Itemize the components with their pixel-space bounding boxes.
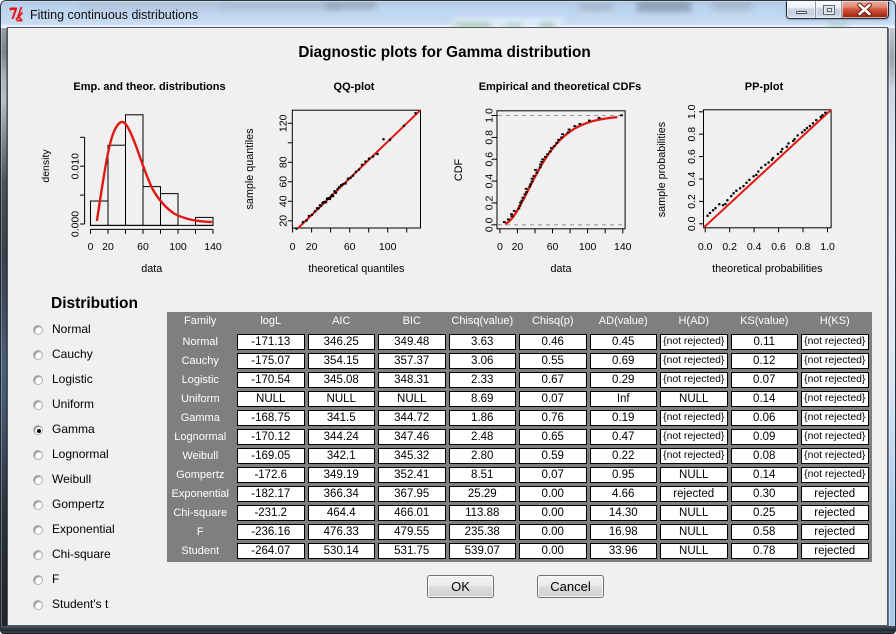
svg-text:CDF: CDF [453, 159, 465, 182]
svg-text:theoretical quantiles: theoretical quantiles [308, 263, 405, 275]
svg-text:40: 40 [278, 195, 290, 207]
svg-text:0: 0 [88, 241, 94, 253]
svg-text:20: 20 [102, 241, 114, 253]
svg-text:0.6: 0.6 [686, 149, 698, 164]
svg-text:0.4: 0.4 [484, 174, 496, 189]
svg-text:0.2: 0.2 [686, 194, 698, 209]
svg-text:sample probabilities: sample probabilities [656, 121, 668, 217]
svg-text:0.0: 0.0 [698, 241, 713, 253]
svg-text:0.000: 0.000 [70, 211, 82, 237]
svg-text:100: 100 [579, 241, 597, 253]
svg-text:0.0: 0.0 [686, 216, 698, 231]
svg-text:0.4: 0.4 [686, 172, 698, 187]
svg-text:1.0: 1.0 [686, 104, 698, 119]
svg-text:sample quantiles: sample quantiles [244, 128, 256, 210]
svg-text:1.0: 1.0 [820, 241, 835, 253]
svg-text:data: data [550, 263, 571, 275]
svg-text:0.8: 0.8 [796, 241, 811, 253]
svg-text:60: 60 [344, 241, 356, 253]
svg-text:140: 140 [204, 241, 222, 253]
svg-text:density: density [40, 149, 52, 183]
svg-text:QQ-plot: QQ-plot [334, 81, 375, 93]
svg-text:120: 120 [278, 114, 290, 132]
svg-text:theoretical probabilities: theoretical probabilities [712, 263, 823, 275]
svg-text:20: 20 [512, 241, 524, 253]
svg-text:0.0: 0.0 [484, 217, 496, 232]
svg-text:0.2: 0.2 [722, 241, 737, 253]
svg-text:PP-plot: PP-plot [745, 81, 784, 93]
svg-text:1.0: 1.0 [484, 108, 496, 123]
svg-text:0.6: 0.6 [484, 152, 496, 167]
svg-text:60: 60 [278, 176, 290, 188]
svg-text:0: 0 [497, 241, 503, 253]
svg-text:0: 0 [290, 241, 296, 253]
svg-text:0.4: 0.4 [747, 241, 762, 253]
svg-text:0.6: 0.6 [771, 241, 786, 253]
svg-text:0.8: 0.8 [484, 130, 496, 145]
svg-text:Diagnostic plots for Gamma dis: Diagnostic plots for Gamma distribution [298, 44, 590, 61]
svg-text:20: 20 [278, 215, 290, 227]
svg-text:data: data [141, 263, 162, 275]
svg-text:100: 100 [379, 241, 397, 253]
svg-text:60: 60 [547, 241, 559, 253]
svg-text:Emp. and theor. distributions: Emp. and theor. distributions [73, 81, 225, 93]
svg-text:80: 80 [278, 156, 290, 168]
svg-text:100: 100 [169, 241, 187, 253]
svg-text:0.2: 0.2 [484, 195, 496, 210]
svg-text:60: 60 [137, 241, 149, 253]
svg-text:20: 20 [306, 241, 318, 253]
svg-text:0.8: 0.8 [686, 127, 698, 142]
svg-text:0.010: 0.010 [70, 153, 82, 179]
svg-text:140: 140 [614, 241, 632, 253]
svg-text:Empirical and theoretical CDFs: Empirical and theoretical CDFs [479, 81, 642, 93]
